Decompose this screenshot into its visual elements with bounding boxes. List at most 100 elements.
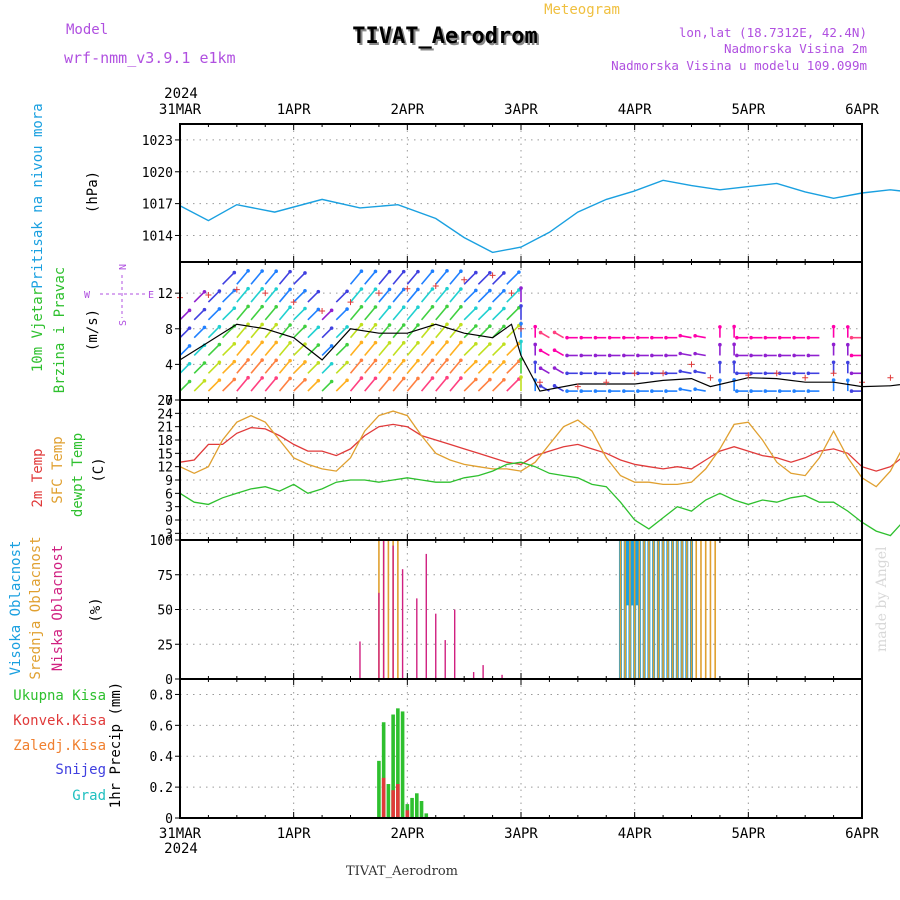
wind-barb-head	[202, 379, 207, 383]
wind-barb-head	[593, 389, 598, 393]
cloud-ytick: 25	[157, 638, 173, 653]
wind-barb-head	[650, 335, 654, 340]
wind-barb-head	[607, 335, 612, 340]
wind-barb-head	[232, 342, 237, 346]
temperature-ytick: 12	[157, 461, 173, 476]
wind-barb-head	[459, 287, 463, 291]
wind-barb-head	[387, 376, 392, 381]
wind-barb-head	[474, 288, 478, 293]
station-title-shadow: TIVAT_Aerodrom	[354, 26, 539, 51]
cloud-bar	[685, 540, 688, 679]
wind-barb	[449, 341, 462, 356]
wind-barb-head	[401, 269, 406, 274]
wind-barb-head	[538, 384, 543, 388]
wind-barb-head	[303, 324, 307, 329]
temperature-ytick: 24	[157, 407, 173, 422]
wind-barb-head	[593, 335, 598, 340]
wind-barb-head	[373, 376, 378, 381]
wind-barb	[392, 324, 405, 339]
temp-label-dewpt: dewpt Temp	[70, 433, 86, 517]
wind-barb-head	[187, 379, 192, 384]
wind-barb-head	[718, 378, 722, 383]
wind-barb-head	[502, 271, 506, 275]
wind-barb	[378, 324, 391, 339]
precip-bar	[377, 760, 381, 818]
wind-barb-head	[459, 305, 463, 309]
wind-barb-head	[288, 269, 292, 274]
wind-barb-head	[579, 389, 584, 393]
temp-label-sfc: SFC Temp	[50, 436, 66, 503]
watermark: made by Angel	[874, 546, 890, 652]
wind-barb	[680, 370, 692, 375]
wind-barb-head	[607, 389, 612, 393]
wind-barb-head	[274, 287, 278, 291]
wind-barb	[364, 359, 377, 374]
wind-barb-head	[187, 326, 192, 330]
wind-barb-head	[303, 271, 307, 275]
pressure-ytick: 1014	[142, 229, 173, 244]
cloud-ytick: 50	[157, 604, 173, 619]
wind-gust-point	[262, 290, 269, 297]
wind-barb-head	[260, 287, 264, 291]
temperature-ytick: 6	[165, 487, 173, 502]
wind-barb	[392, 271, 405, 285]
wind-barb	[506, 289, 520, 303]
wind-barb	[236, 270, 249, 285]
wind-barb	[321, 327, 333, 339]
wind-barb-head	[488, 306, 492, 311]
wind-barb-head	[650, 371, 654, 376]
wind-barb	[349, 306, 363, 321]
wind-barb-head	[792, 353, 796, 358]
wind-barb-head	[303, 306, 307, 311]
wind-barb	[463, 307, 477, 321]
cloud-bar	[681, 540, 683, 679]
precip-bar	[405, 810, 410, 818]
wind-barb-head	[459, 322, 463, 327]
wind-barb-head	[749, 335, 753, 340]
wind-barb	[392, 288, 405, 303]
wind-barb	[335, 308, 348, 321]
wind-barb	[420, 270, 434, 285]
wind-barb	[193, 326, 206, 339]
wind-barb	[250, 306, 263, 321]
wind-barb	[179, 345, 191, 357]
cloud-bar	[416, 598, 418, 679]
wind-barb	[378, 377, 391, 392]
wind-barb-head	[274, 269, 278, 274]
wind-barb-head	[636, 389, 640, 393]
cloud-bar	[714, 540, 716, 679]
wind-barb-head	[519, 304, 523, 308]
wind-barb-head	[735, 371, 739, 376]
wind-barb-head	[565, 353, 569, 358]
cloud-bar	[401, 569, 404, 679]
wind-barb-head	[792, 389, 796, 393]
precipitation-panel	[175, 679, 863, 819]
time-tick-bottom: 6APR	[845, 826, 879, 842]
wind-barb-head	[246, 375, 250, 380]
wind-barb	[364, 306, 377, 321]
wind-ytick: 4	[165, 358, 173, 373]
wind-speed-line	[179, 323, 900, 392]
wind-barb-head	[502, 342, 506, 346]
wind-barb	[349, 359, 363, 374]
precipitation-ytick: 0.8	[150, 688, 173, 703]
wind-barb-head	[593, 371, 598, 376]
temperature-ytick: 18	[157, 434, 173, 449]
wind-barb-head	[607, 371, 612, 376]
wind-barb	[278, 288, 291, 303]
wind-barb-head	[622, 389, 626, 393]
elevation: Nadmorska Visina 2m	[724, 41, 867, 56]
wind-barb-head	[502, 377, 506, 382]
cloud-ytick: 100	[150, 534, 173, 549]
wind-barb	[236, 377, 249, 392]
wind-gust-point	[489, 272, 496, 279]
wind-barb-head	[401, 287, 406, 292]
wind-barb-head	[288, 287, 292, 292]
wind-ytick: 12	[157, 287, 173, 302]
wind-barb	[250, 288, 263, 303]
compass-e: E	[148, 290, 154, 301]
wind-barb-head	[693, 351, 697, 356]
wind-barb-head	[246, 340, 250, 344]
wind-barb-head	[664, 389, 668, 393]
wind-barb-head	[430, 287, 435, 291]
